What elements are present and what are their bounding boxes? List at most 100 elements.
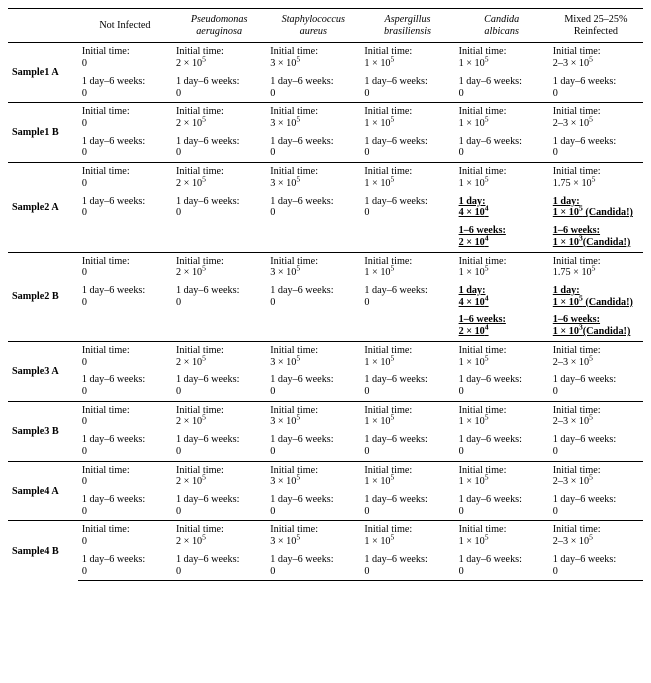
data-cell: 1 day–6 weeks:0 — [549, 491, 643, 521]
data-cell: Initial time:1 × 105 — [455, 163, 549, 193]
col-header-empty — [8, 9, 78, 43]
data-cell: Initial time:3 × 105 — [266, 461, 360, 491]
data-cell: Initial time:2 × 105 — [172, 163, 266, 193]
data-cell — [360, 222, 454, 252]
table-row: Sample1 BInitial time:0Initial time:2 × … — [8, 103, 643, 133]
data-cell: 1 day–6 weeks:0 — [172, 133, 266, 163]
data-cell: Initial time:1 × 105 — [360, 461, 454, 491]
data-cell: Initial time:1 × 105 — [455, 103, 549, 133]
data-cell: 1 day–6 weeks:0 — [78, 193, 172, 222]
data-cell: 1 day–6 weeks:0 — [266, 282, 360, 311]
data-cell — [266, 222, 360, 252]
data-cell: 1 day–6 weeks:0 — [78, 282, 172, 311]
col-header: Staphylococcusaureus — [266, 9, 360, 43]
sample-label: Sample3 B — [8, 401, 78, 461]
data-cell: Initial time:1 × 105 — [455, 252, 549, 282]
data-cell: Initial time:2–3 × 105 — [549, 103, 643, 133]
table-row: 1 day–6 weeks:01 day–6 weeks:01 day–6 we… — [8, 193, 643, 222]
sample-label: Sample4 B — [8, 521, 78, 581]
data-cell: 1 day–6 weeks:0 — [549, 551, 643, 581]
data-cell: Initial time:1 × 105 — [455, 401, 549, 431]
sample-label: Sample1 A — [8, 43, 78, 103]
data-cell: Initial time:3 × 105 — [266, 521, 360, 551]
data-cell: Initial time:2–3 × 105 — [549, 461, 643, 491]
data-cell: Initial time:0 — [78, 341, 172, 371]
data-cell: 1 day–6 weeks:0 — [172, 371, 266, 401]
data-cell: Initial time:2–3 × 105 — [549, 43, 643, 73]
col-header: Aspergillusbrasiliensis — [360, 9, 454, 43]
table-row: 1–6 weeks:2 × 1041–6 weeks:1 × 103(Candi… — [8, 311, 643, 341]
data-cell: 1 day–6 weeks:0 — [549, 133, 643, 163]
data-cell: 1 day–6 weeks:0 — [78, 133, 172, 163]
table-body: Sample1 AInitial time:0Initial time:2 × … — [8, 43, 643, 581]
table-row: 1 day–6 weeks:01 day–6 weeks:01 day–6 we… — [8, 491, 643, 521]
table-row: 1 day–6 weeks:01 day–6 weeks:01 day–6 we… — [8, 282, 643, 311]
table-row: Sample2 AInitial time:0Initial time:2 × … — [8, 163, 643, 193]
sample-label: Sample2 A — [8, 163, 78, 252]
data-cell: Initial time:2 × 105 — [172, 401, 266, 431]
data-cell: Initial time:1 × 105 — [360, 43, 454, 73]
data-cell: 1 day–6 weeks:0 — [266, 73, 360, 103]
data-cell: Initial time:3 × 105 — [266, 103, 360, 133]
sample-label: Sample4 A — [8, 461, 78, 521]
data-cell: 1 day:1 × 105 (Candida!) — [549, 282, 643, 311]
table-row: 1 day–6 weeks:01 day–6 weeks:01 day–6 we… — [8, 431, 643, 461]
data-cell: 1 day–6 weeks:0 — [172, 491, 266, 521]
data-cell: Initial time:0 — [78, 163, 172, 193]
data-cell: 1 day–6 weeks:0 — [266, 193, 360, 222]
data-cell — [78, 311, 172, 341]
table-row: Sample3 AInitial time:0Initial time:2 × … — [8, 341, 643, 371]
data-cell: Initial time:0 — [78, 43, 172, 73]
data-cell: 1 day–6 weeks:0 — [360, 371, 454, 401]
data-cell: 1 day–6 weeks:0 — [455, 551, 549, 581]
data-cell — [266, 311, 360, 341]
data-cell: Initial time:2–3 × 105 — [549, 521, 643, 551]
data-cell: 1 day–6 weeks:0 — [78, 371, 172, 401]
data-cell: Initial time:1 × 105 — [360, 401, 454, 431]
sample-label: Sample2 B — [8, 252, 78, 341]
data-cell: Initial time:1 × 105 — [360, 252, 454, 282]
col-header: Candidaalbicans — [455, 9, 549, 43]
data-cell: 1 day–6 weeks:0 — [266, 431, 360, 461]
sample-label: Sample3 A — [8, 341, 78, 401]
data-cell: Initial time:1 × 105 — [455, 521, 549, 551]
data-cell: Initial time:3 × 105 — [266, 252, 360, 282]
data-cell — [172, 222, 266, 252]
data-cell: Initial time:2 × 105 — [172, 252, 266, 282]
table-row: 1 day–6 weeks:01 day–6 weeks:01 day–6 we… — [8, 371, 643, 401]
data-cell: Initial time:3 × 105 — [266, 163, 360, 193]
sample-label: Sample1 B — [8, 103, 78, 163]
data-cell: Initial time:1 × 105 — [360, 103, 454, 133]
data-cell: 1 day–6 weeks:0 — [172, 193, 266, 222]
data-cell: 1 day–6 weeks:0 — [455, 371, 549, 401]
data-cell: Initial time:1 × 105 — [360, 521, 454, 551]
data-cell: 1 day–6 weeks:0 — [549, 431, 643, 461]
data-cell: 1 day–6 weeks:0 — [549, 371, 643, 401]
data-cell: Initial time:1.75 × 105 — [549, 252, 643, 282]
table-header: Not InfectedPseudomonasaeruginosaStaphyl… — [8, 9, 643, 43]
data-cell: 1 day–6 weeks:0 — [78, 491, 172, 521]
data-cell: Initial time:0 — [78, 401, 172, 431]
data-cell: 1–6 weeks:1 × 103(Candida!) — [549, 311, 643, 341]
data-cell: Initial time:1.75 × 105 — [549, 163, 643, 193]
table-row: 1 day–6 weeks:01 day–6 weeks:01 day–6 we… — [8, 133, 643, 163]
data-cell: 1–6 weeks:2 × 104 — [455, 222, 549, 252]
data-cell: 1 day–6 weeks:0 — [360, 73, 454, 103]
data-cell: 1 day–6 weeks:0 — [172, 551, 266, 581]
data-cell: Initial time:1 × 105 — [455, 461, 549, 491]
data-cell: 1–6 weeks:1 × 103(Candida!) — [549, 222, 643, 252]
data-cell: Initial time:3 × 105 — [266, 43, 360, 73]
col-header: Not Infected — [78, 9, 172, 43]
data-cell: 1 day–6 weeks:0 — [360, 491, 454, 521]
data-cell: 1 day–6 weeks:0 — [172, 73, 266, 103]
data-cell: Initial time:1 × 105 — [360, 163, 454, 193]
data-cell — [172, 311, 266, 341]
data-cell: Initial time:1 × 105 — [455, 341, 549, 371]
data-cell: Initial time:2 × 105 — [172, 461, 266, 491]
data-cell: 1 day–6 weeks:0 — [266, 371, 360, 401]
table-row: 1 day–6 weeks:01 day–6 weeks:01 day–6 we… — [8, 73, 643, 103]
data-cell: 1 day–6 weeks:0 — [266, 491, 360, 521]
data-cell: 1 day:1 × 105 (Candida!) — [549, 193, 643, 222]
data-cell — [360, 311, 454, 341]
data-cell: 1–6 weeks:2 × 104 — [455, 311, 549, 341]
